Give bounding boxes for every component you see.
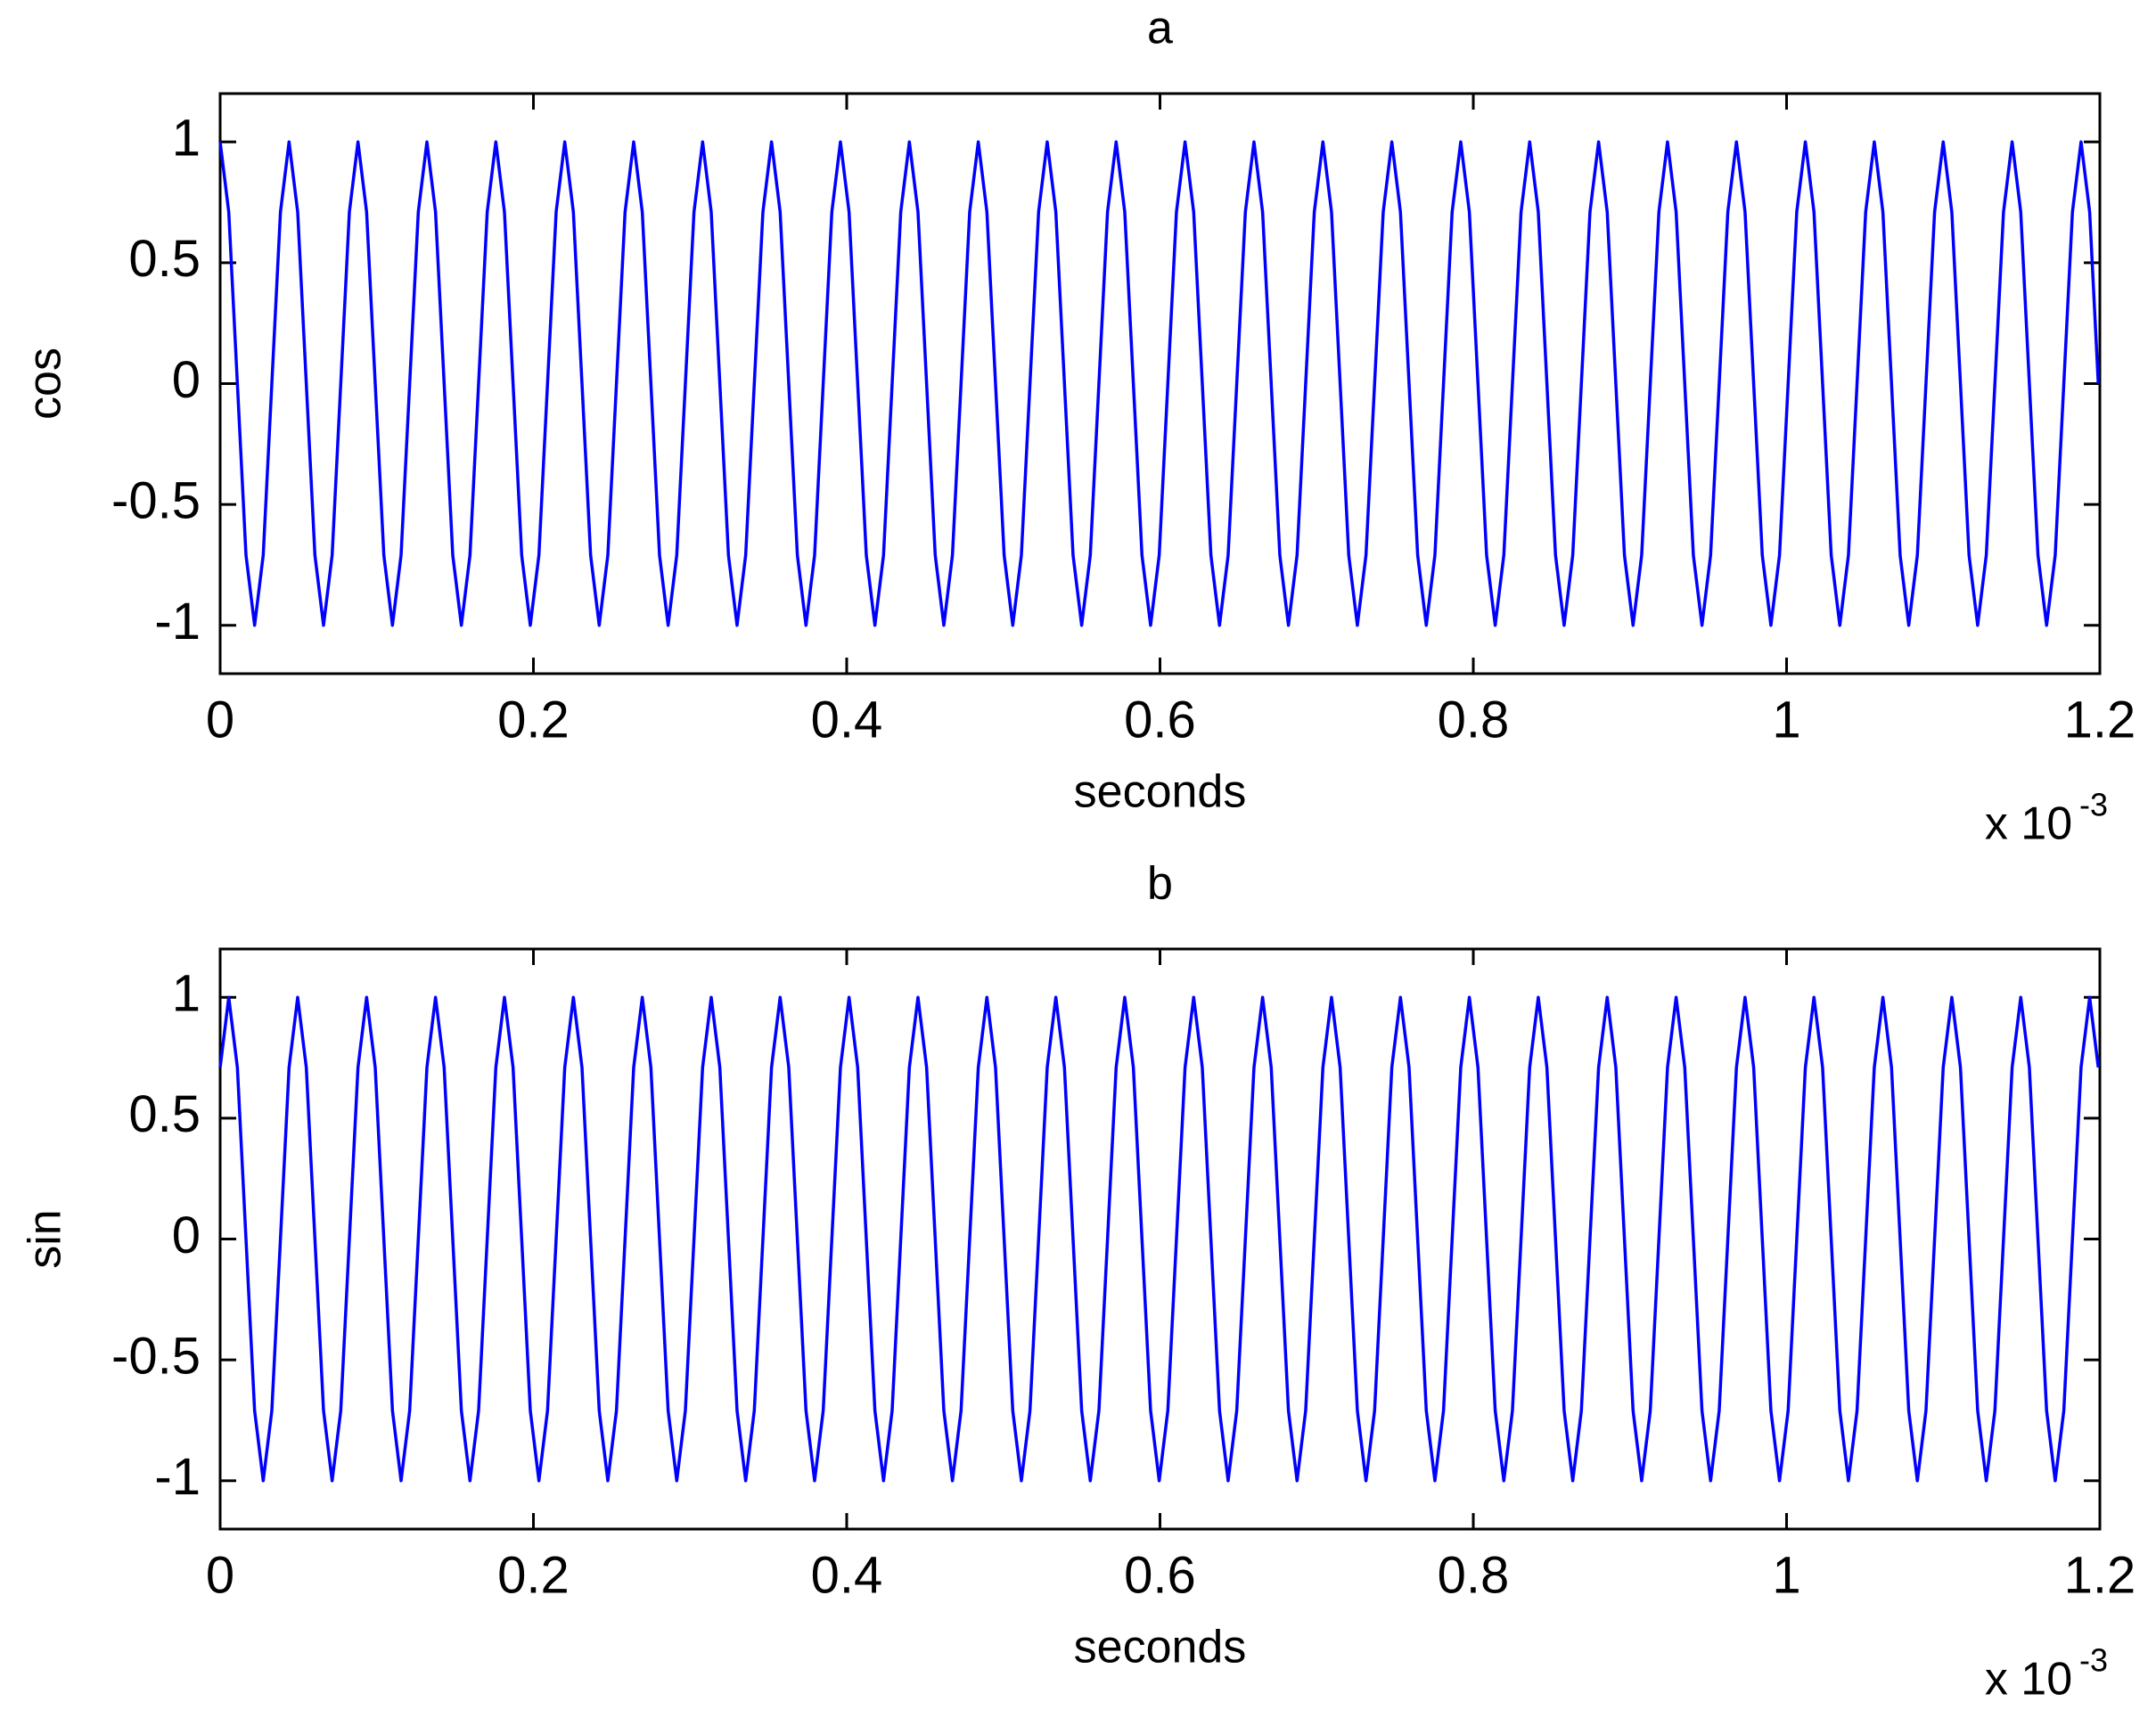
x-multiplier-exponent: -3 xyxy=(2079,787,2108,823)
x-tick-label: 0.4 xyxy=(811,691,883,748)
y-tick-label: -1 xyxy=(154,1448,201,1506)
y-tick-label: -0.5 xyxy=(111,471,201,529)
x-tick-label: 0.4 xyxy=(811,1546,883,1604)
y-axis-label: cos xyxy=(20,348,71,420)
signal-line xyxy=(218,140,2100,627)
y-tick-label: 1 xyxy=(172,965,201,1023)
x-multiplier: x 10 xyxy=(1985,798,2072,850)
y-tick-label: 0.5 xyxy=(128,1085,201,1143)
x-tick-label: 0.2 xyxy=(497,691,570,748)
x-axis-label: seconds xyxy=(1074,766,1247,818)
x-tick-label: 0 xyxy=(206,691,234,748)
x-tick-label: 0 xyxy=(206,1546,234,1604)
y-tick-label: 0 xyxy=(172,351,201,409)
x-tick-label: 0.8 xyxy=(1438,1546,1510,1604)
chart-title: b xyxy=(1147,858,1173,910)
y-tick-label: 1 xyxy=(172,110,201,168)
x-axis-label: seconds xyxy=(1074,1622,1247,1673)
x-tick-label: 0.8 xyxy=(1438,691,1510,748)
x-tick-label: 1 xyxy=(1772,1546,1800,1604)
y-tick-label: -0.5 xyxy=(111,1327,201,1385)
y-tick-label: 0.5 xyxy=(128,230,201,288)
x-tick-label: 0.6 xyxy=(1124,691,1196,748)
y-tick-label: -1 xyxy=(154,593,201,650)
x-multiplier: x 10 xyxy=(1985,1654,2072,1706)
x-tick-label: 0.6 xyxy=(1124,1546,1196,1604)
y-tick-label: 0 xyxy=(172,1207,201,1264)
x-tick-label: 1.2 xyxy=(2064,691,2136,748)
y-axis-label: sin xyxy=(20,1209,71,1268)
x-multiplier-exponent: -3 xyxy=(2079,1642,2108,1679)
x-tick-label: 0.2 xyxy=(497,1546,570,1604)
signal-line xyxy=(218,995,2100,1483)
chart-title: a xyxy=(1147,3,1173,54)
x-tick-label: 1.2 xyxy=(2064,1546,2136,1604)
x-tick-label: 1 xyxy=(1772,691,1800,748)
